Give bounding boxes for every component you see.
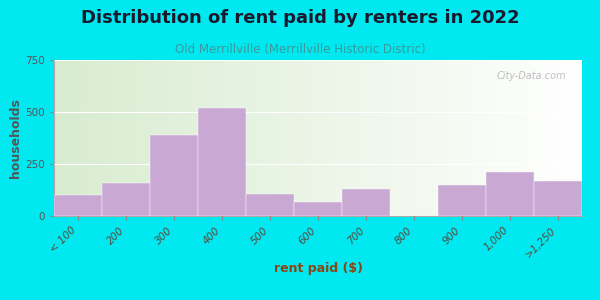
Text: City-Data.com: City-Data.com xyxy=(497,71,566,81)
Bar xyxy=(535,181,581,216)
Bar xyxy=(199,108,245,216)
Bar xyxy=(247,194,293,216)
Text: Old Merrillville (Merrillville Historic Distric): Old Merrillville (Merrillville Historic … xyxy=(175,44,425,56)
Bar xyxy=(487,172,533,216)
Bar xyxy=(55,195,101,216)
X-axis label: rent paid ($): rent paid ($) xyxy=(274,262,362,275)
Bar xyxy=(151,135,197,216)
Bar xyxy=(295,202,341,216)
Text: Distribution of rent paid by renters in 2022: Distribution of rent paid by renters in … xyxy=(80,9,520,27)
Bar xyxy=(439,185,485,216)
Bar xyxy=(343,189,389,216)
Y-axis label: households: households xyxy=(10,98,22,178)
Bar xyxy=(103,183,149,216)
